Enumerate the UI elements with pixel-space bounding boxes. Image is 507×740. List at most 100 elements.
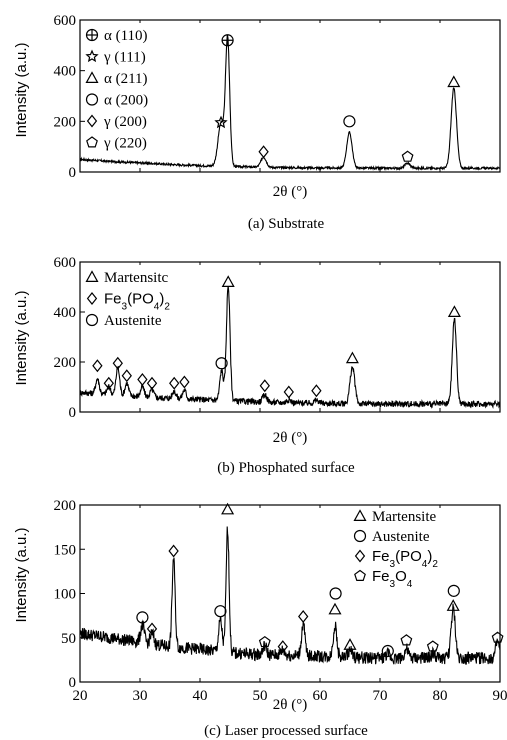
legend-label: Austenite xyxy=(372,529,430,545)
peak-marker-diamond xyxy=(311,384,322,398)
x-axis-label: 2θ (°) xyxy=(273,697,307,713)
y-axis-label: Intensity (a.u.) xyxy=(13,290,30,385)
peak-marker-circle xyxy=(343,115,356,128)
y-tick-label: 200 xyxy=(54,355,77,371)
legend-label: α (211) xyxy=(104,71,148,87)
x-axis-label: 2θ (°) xyxy=(273,184,307,200)
peak-marker-circle xyxy=(329,587,342,600)
peak-marker-circle xyxy=(215,357,228,370)
legend-label: γ (200) xyxy=(103,114,147,130)
peak-marker-circle xyxy=(447,584,460,597)
panel-caption: (b) Phosphated surface xyxy=(217,460,355,476)
x-axis-label: 2θ (°) xyxy=(273,430,307,446)
formula-part: 4 xyxy=(422,559,428,570)
legend-label: Fe3(PO4)2 xyxy=(372,548,438,570)
legend-marker-circle xyxy=(85,93,99,106)
x-tick-label: 40 xyxy=(193,688,208,704)
legend-marker-triangle xyxy=(85,71,99,84)
formula-part: (PO xyxy=(395,548,422,565)
panel-caption: (c) Laser processed surface xyxy=(204,723,368,739)
x-tick-label: 30 xyxy=(133,688,148,704)
y-tick-label: 0 xyxy=(69,165,77,181)
xrd-pattern-line xyxy=(79,34,501,172)
peak-marker-circle xyxy=(136,611,149,624)
x-tick-label: 60 xyxy=(313,688,328,704)
legend-label: Martensitc xyxy=(104,270,168,286)
formula-part: Fe xyxy=(104,291,122,308)
panel-phosphated: Intensity (a.u.) 2θ (°) (b) Phosphated s… xyxy=(13,255,501,476)
peak-marker-diamond xyxy=(259,379,270,393)
peak-marker-circle xyxy=(381,644,394,658)
y-tick-label: 600 xyxy=(54,255,77,271)
legend-marker-star xyxy=(85,49,99,63)
peak-marker-diamond xyxy=(283,385,294,399)
panel-substrate: Intensity (a.u.) 2θ (°) (a) Substrate 0 2… xyxy=(13,13,501,232)
x-tick-label: 90 xyxy=(493,688,507,704)
xrd-pattern-line xyxy=(79,526,501,665)
peak-marker-diamond xyxy=(92,359,103,373)
formula-part: 3 xyxy=(390,559,396,570)
legend-label: α (200) xyxy=(104,93,148,109)
peak-marker-pentagon xyxy=(400,634,413,646)
peak-marker-triangle xyxy=(343,638,357,650)
plot-frame xyxy=(79,261,501,413)
peak-marker-triangle xyxy=(328,602,342,615)
y-tick-label: 600 xyxy=(54,13,77,29)
legend-label: γ (220) xyxy=(103,136,147,152)
formula-part: (PO xyxy=(127,291,154,308)
peak-marker-diamond xyxy=(277,640,288,654)
x-tick-label: 70 xyxy=(373,688,388,704)
legend-marker-triangle xyxy=(85,270,99,282)
peak-marker-pentagon xyxy=(426,640,439,652)
legend-marker-diamond xyxy=(86,114,98,128)
peak-marker-pentagon xyxy=(401,150,414,162)
y-axis-label: Intensity (a.u.) xyxy=(13,42,30,137)
peak-marker-diamond xyxy=(169,376,180,390)
legend-label: Fe3O4 xyxy=(372,568,413,590)
peak-marker-diamond xyxy=(146,376,158,390)
peak-marker-triangle xyxy=(221,275,235,287)
y-tick-label: 0 xyxy=(69,405,77,421)
legend-label: α (110) xyxy=(104,28,148,44)
peak-marker-triangle xyxy=(447,75,461,88)
formula-part: 3 xyxy=(122,301,128,312)
y-tick-label: 0 xyxy=(69,675,77,691)
peak-marker-pentagon xyxy=(491,631,504,643)
y-tick-label: 150 xyxy=(54,542,77,558)
legend-marker-pentagon xyxy=(86,136,98,148)
peak-marker-diamond xyxy=(103,376,114,390)
panel-caption: (a) Substrate xyxy=(248,216,325,232)
peak-marker-triangle xyxy=(345,351,359,364)
peak-marker-diamond xyxy=(112,356,123,370)
y-tick-label: 200 xyxy=(54,498,77,514)
legend-marker-circle xyxy=(85,313,99,327)
formula-part: 2 xyxy=(164,301,170,312)
formula-part: 4 xyxy=(407,579,413,590)
formula-part: Fe xyxy=(372,568,390,585)
formula-part: 4 xyxy=(154,301,160,312)
y-axis-label: Intensity (a.u.) xyxy=(13,527,30,622)
legend-label: γ (111) xyxy=(103,50,146,66)
legend-label: Martensite xyxy=(372,509,436,525)
peak-marker-diamond xyxy=(137,373,148,386)
peak-marker-diamond xyxy=(258,145,269,159)
plot-frame xyxy=(79,19,501,173)
peak-marker-diamond xyxy=(298,610,309,623)
xrd-pattern-line xyxy=(79,286,501,410)
panel-laser: Intensity (a.u.) 2θ (°) (c) Laser proces… xyxy=(13,498,507,739)
peak-marker-diamond xyxy=(168,544,179,558)
peak-marker-star xyxy=(214,115,228,129)
y-tick-label: 50 xyxy=(61,631,76,647)
formula-part: 2 xyxy=(432,559,438,570)
legend-marker-circle xyxy=(353,529,367,543)
legend: α (110) γ (111) α (211) α (200) γ (200) γ (22… xyxy=(85,28,148,152)
peak-marker-triangle xyxy=(447,305,461,317)
formula-part: 3 xyxy=(390,579,396,590)
y-tick-label: 400 xyxy=(54,64,77,80)
legend-marker-diamond xyxy=(354,549,366,563)
legend-marker-triangle xyxy=(353,509,367,522)
peak-marker-diamond xyxy=(121,369,132,383)
peak-marker-pentagon xyxy=(258,635,271,648)
